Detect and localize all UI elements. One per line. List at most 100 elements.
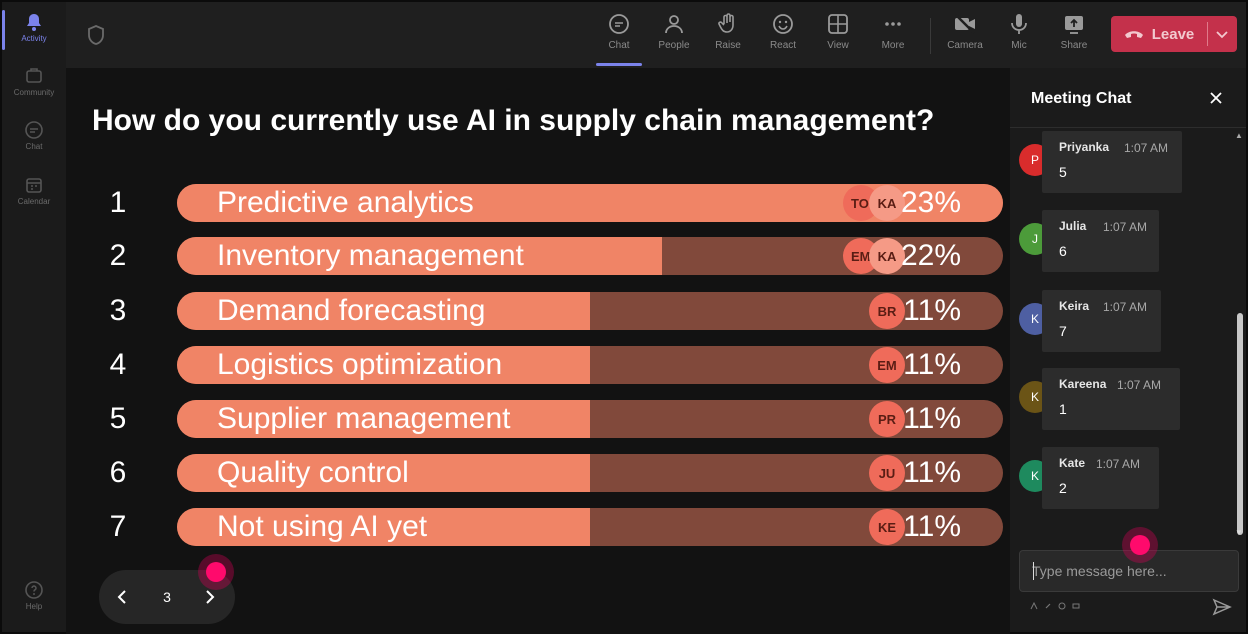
pager-page-number: 3 [163,589,171,605]
poll-option-bar[interactable]: Predictive analytics TO KA 23% [177,184,1003,222]
gif-icon[interactable] [1072,602,1080,610]
message-time: 1:07 AM [1103,300,1148,314]
poll-option-percent: 11% [903,348,961,381]
shield-icon[interactable] [86,24,106,46]
message-input[interactable] [1032,561,1228,581]
meeting-toolbar: Chat People Raise React View More Camera… [66,2,1246,68]
poll-option-percent: 11% [903,510,961,543]
toolbar-label: People [658,40,690,51]
more-icon [885,22,901,26]
voter-avatar: KA [869,185,905,221]
toolbar-more-button[interactable]: More [868,12,918,51]
rail-label: Help [25,602,43,611]
message-time: 1:07 AM [1103,220,1148,234]
scroll-up-icon[interactable]: ▲ [1235,131,1243,140]
poll-option-label: Demand forecasting [217,294,486,327]
toolbar-camera-button[interactable]: Camera [940,12,990,51]
chevron-right-icon[interactable] [199,587,219,607]
toolbar-label: Share [1060,40,1088,51]
message-text: 7 [1059,323,1067,339]
chat-message[interactable]: Priyanka 1:07 AM 5 [1042,131,1182,193]
poll-option-fill [177,292,590,330]
poll-option-number: 3 [109,294,127,327]
toolbar-label: Chat [608,40,630,51]
avatar-initial: K [1030,312,1039,326]
rail-item-calendar[interactable]: Calendar [2,175,66,206]
people-icon [665,15,683,34]
chat-scrollbar-thumb[interactable] [1237,313,1243,535]
poll-option-percent: 11% [903,456,961,489]
chat-message[interactable]: Kate 1:07 AM 2 [1042,447,1159,509]
scroll-down-icon[interactable]: ▼ [1235,528,1243,537]
rail-item-chat[interactable]: Chat [2,120,66,151]
voter-avatar: JU [869,455,905,491]
poll-option-percent: 11% [903,294,961,327]
toolbar-react-button[interactable]: React [758,12,808,51]
share-icon [1065,16,1083,34]
rail-item-activity[interactable]: Activity [2,12,66,43]
poll-stage: How do you currently use AI in supply ch… [66,68,1010,634]
message-sender: Priyanka [1059,140,1110,154]
poll-option-bar[interactable]: Supplier management PR 11% [177,400,1003,438]
voter-avatar: KA [869,238,905,274]
toolbar-label: Raise [715,40,741,51]
toolbar-people-button[interactable]: People [649,12,699,51]
chevron-down-icon[interactable] [1211,24,1233,44]
toolbar-raise-button[interactable]: Raise [703,12,753,51]
chat-message[interactable]: Julia 1:07 AM 6 [1042,210,1159,272]
poll-option-bar[interactable]: Not using AI yet KE 11% [177,508,1003,546]
poll-option-bar[interactable]: Logistics optimization EM 11% [177,346,1003,384]
toolbar-label: Mic [1011,40,1027,51]
message-text: 2 [1059,480,1067,496]
toolbar-mic-button[interactable]: Mic [994,12,1044,51]
message-time: 1:07 AM [1096,457,1141,471]
chat-message[interactable]: Kareena 1:07 AM 1 [1042,368,1180,430]
app-rail: Activity Community Chat Calendar Help [2,2,66,632]
raise-hand-icon [718,13,734,33]
cursor-highlight [198,554,234,590]
meeting-chat-panel: Meeting Chat ▲ ▼ P Priyanka 1:07 AM 5 J Julia… [1010,68,1246,632]
poll-option-row: 4 Logistics optimization EM 11% [66,346,1010,384]
chat-header: Meeting Chat [1010,68,1246,128]
chevron-left-icon[interactable] [113,587,133,607]
rail-item-help[interactable]: Help [2,580,66,611]
poll-option-number: 5 [109,402,127,435]
rail-label: Chat [25,142,43,151]
message-sender: Kate [1059,456,1086,470]
message-time: 1:07 AM [1117,378,1162,392]
chat-message[interactable]: Keira 1:07 AM 7 [1042,290,1161,352]
toolbar-label: More [881,40,905,51]
poll-option-fill [177,454,590,492]
poll-option-bar[interactable]: Quality control JU 11% [177,454,1003,492]
toolbar-label: Camera [947,40,983,51]
send-icon[interactable] [1212,598,1232,616]
bell-icon [27,14,41,31]
cursor-highlight [1122,527,1158,563]
rail-label: Community [13,88,55,97]
toolbar-share-button[interactable]: Share [1049,12,1099,51]
leave-button[interactable]: Leave [1111,16,1207,52]
chat-icon [25,121,43,139]
toolbar-chat-button[interactable]: Chat [594,12,644,51]
leave-label: Leave [1151,25,1195,43]
close-icon[interactable] [1208,90,1224,106]
poll-option-bar[interactable]: Inventory management EM KA 22% [177,237,1003,275]
rail-item-community[interactable]: Community [2,66,66,97]
poll-option-fill [177,346,590,384]
poll-option-number: 4 [109,348,127,381]
avatar-initial: P [1030,153,1039,167]
poll-question: How do you currently use AI in supply ch… [92,104,935,137]
toolbar-view-button[interactable]: View [813,12,863,51]
camera-off-icon [955,14,975,34]
toolbar-divider [930,18,931,54]
message-sender: Kareena [1059,377,1107,391]
poll-option-bar[interactable]: Demand forecasting BR 11% [177,292,1003,330]
emoji-icon[interactable] [1058,602,1066,610]
attach-icon[interactable] [1044,602,1052,610]
voter-avatar: BR [869,293,905,329]
community-icon [26,68,42,83]
voter-avatar: PR [869,401,905,437]
format-icon[interactable] [1030,602,1038,610]
poll-option-fill [177,508,590,546]
text-caret [1033,562,1034,580]
